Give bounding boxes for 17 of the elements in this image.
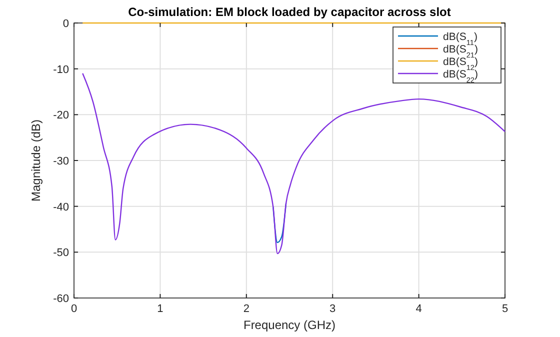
x-tick-label: 0 xyxy=(70,303,78,315)
x-tick-label: 1 xyxy=(157,303,164,315)
chart-title: Co-simulation: EM block loaded by capacitor across slot xyxy=(128,5,451,19)
y-tick-label: 0 xyxy=(62,18,69,30)
y-tick-label: -60 xyxy=(53,293,69,305)
y-tick-label: -40 xyxy=(53,201,69,214)
x-tick-label: 5 xyxy=(502,303,508,315)
y-tick-label: -20 xyxy=(53,110,69,122)
x-tick-label: 3 xyxy=(330,303,336,315)
x-axis-title: Frequency (GHz) xyxy=(243,318,336,332)
x-tick-label: 2 xyxy=(243,303,250,315)
x-tick-label: 4 xyxy=(416,303,422,315)
y-tick-label: -10 xyxy=(53,64,69,76)
y-axis-title: Magnitude (dB) xyxy=(29,119,43,202)
legend-label: dB(S$_{22}$) xyxy=(443,68,478,84)
y-tick-label: -50 xyxy=(53,247,69,260)
y-tick-label: -30 xyxy=(53,156,69,168)
